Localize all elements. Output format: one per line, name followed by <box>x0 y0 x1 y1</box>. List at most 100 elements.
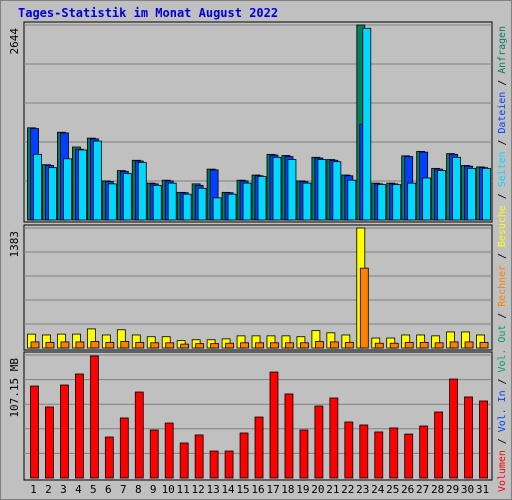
bar <box>212 197 222 221</box>
x-tick-label: 18 <box>281 483 294 496</box>
bar <box>90 341 100 349</box>
bar <box>224 450 234 479</box>
legend-item: Volumen <box>497 450 508 492</box>
bar <box>284 393 294 479</box>
bar <box>464 341 474 349</box>
bar <box>227 193 237 221</box>
x-tick-label: 22 <box>341 483 354 496</box>
chart-title: Tages-Statistik im Monat August 2022 <box>18 6 278 20</box>
bar <box>314 341 324 349</box>
bar <box>404 433 414 479</box>
bar <box>449 378 458 479</box>
x-tick-label: 3 <box>60 483 67 496</box>
bar <box>75 373 84 479</box>
x-tick-label: 4 <box>75 483 82 496</box>
bar <box>285 342 294 349</box>
x-tick-label: 5 <box>90 483 97 496</box>
bar <box>404 341 414 349</box>
bar <box>63 158 72 221</box>
bar <box>300 342 309 349</box>
bar <box>479 341 489 349</box>
bar <box>407 182 417 221</box>
bar <box>389 427 399 479</box>
bar <box>225 342 234 349</box>
bar <box>30 385 39 479</box>
bar <box>242 182 252 221</box>
x-tick-label: 27 <box>416 483 429 496</box>
x-tick-label: 28 <box>431 483 444 496</box>
x-tick-label: 26 <box>401 483 414 496</box>
bar <box>479 400 488 479</box>
legend-item: Besuche <box>497 205 508 247</box>
y-tick-label: 107.15 MB <box>8 358 21 418</box>
x-tick-label: 21 <box>326 483 339 496</box>
bar <box>362 27 372 221</box>
legend: Volumen / Vol. In / Vol. Out / Rechner /… <box>497 26 508 492</box>
legend-separator: / <box>497 134 508 152</box>
bar <box>164 422 174 479</box>
bar <box>437 170 447 221</box>
legend-separator: / <box>497 247 508 265</box>
legend-item: Vol. Out <box>497 325 508 373</box>
bar <box>195 343 205 349</box>
x-tick-label: 19 <box>296 483 309 496</box>
bar <box>299 429 309 479</box>
bar <box>105 341 115 349</box>
x-tick-label: 14 <box>221 483 235 496</box>
bar <box>257 176 267 221</box>
x-tick-label: 11 <box>177 483 190 496</box>
bar <box>104 436 114 479</box>
bar <box>45 341 55 349</box>
bar <box>374 342 384 349</box>
bar <box>134 391 144 479</box>
x-tick-label: 20 <box>311 483 324 496</box>
bar <box>419 425 429 479</box>
y-tick-label: 2644 <box>8 28 21 55</box>
bar <box>120 341 130 349</box>
x-tick-label: 8 <box>135 483 142 496</box>
bar <box>167 182 177 221</box>
bar <box>78 149 87 221</box>
bar <box>122 173 132 221</box>
bar <box>270 342 279 349</box>
x-tick-label: 17 <box>266 483 279 496</box>
bar <box>33 153 42 221</box>
legend-separator: / <box>497 187 508 205</box>
bar <box>329 341 339 349</box>
legend-item: Dateien <box>497 92 508 134</box>
bar <box>344 341 354 349</box>
bar <box>449 341 459 349</box>
bar <box>197 187 207 221</box>
bar <box>60 341 70 349</box>
bar <box>152 184 162 221</box>
x-tick-label: 31 <box>476 483 489 496</box>
bar <box>75 341 85 349</box>
bar <box>422 177 432 221</box>
legend-item: Rechner <box>497 265 508 307</box>
bar <box>255 342 264 349</box>
x-tick-label: 7 <box>120 483 127 496</box>
bar <box>377 184 387 221</box>
bar <box>374 431 384 479</box>
bar <box>89 355 99 479</box>
bar <box>135 341 145 349</box>
bar <box>347 179 357 221</box>
bar <box>60 384 69 479</box>
bar <box>359 267 369 349</box>
legend-separator: / <box>497 74 508 92</box>
bar <box>210 343 220 349</box>
bar <box>389 342 399 349</box>
bar <box>92 140 102 221</box>
x-tick-label: 24 <box>371 483 385 496</box>
bar <box>107 183 117 221</box>
x-tick-label: 16 <box>251 483 264 496</box>
bar <box>464 396 473 479</box>
bar <box>287 159 297 221</box>
x-tick-label: 1 <box>30 483 37 496</box>
bar <box>150 342 160 349</box>
legend-separator: / <box>497 373 508 391</box>
x-tick-label: 15 <box>236 483 249 496</box>
y-tick-label: 1383 <box>8 231 21 258</box>
bar <box>209 450 219 479</box>
